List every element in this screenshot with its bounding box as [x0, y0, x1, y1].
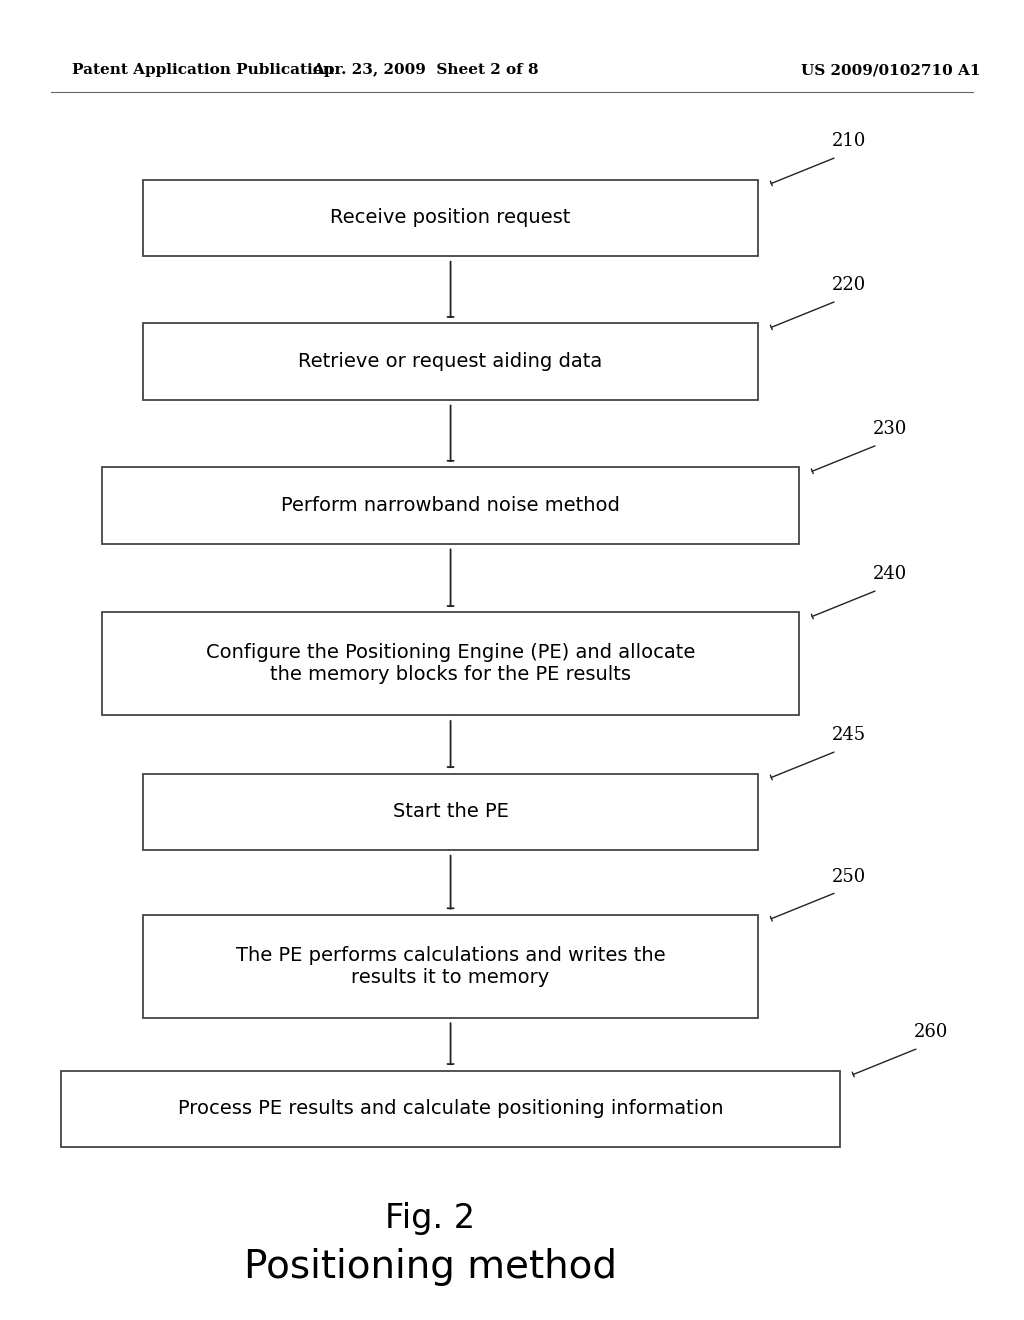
Text: 240: 240 [872, 565, 906, 583]
FancyBboxPatch shape [143, 323, 758, 400]
Text: Configure the Positioning Engine (PE) and allocate
the memory blocks for the PE : Configure the Positioning Engine (PE) an… [206, 643, 695, 685]
FancyBboxPatch shape [143, 180, 758, 256]
Text: 260: 260 [913, 1023, 948, 1041]
Text: Patent Application Publication: Patent Application Publication [72, 63, 334, 78]
Text: 210: 210 [831, 132, 866, 150]
FancyBboxPatch shape [143, 915, 758, 1018]
FancyBboxPatch shape [102, 612, 799, 715]
Text: Apr. 23, 2009  Sheet 2 of 8: Apr. 23, 2009 Sheet 2 of 8 [311, 63, 539, 78]
Text: The PE performs calculations and writes the
results it to memory: The PE performs calculations and writes … [236, 945, 666, 987]
Text: US 2009/0102710 A1: US 2009/0102710 A1 [801, 63, 981, 78]
Text: 230: 230 [872, 420, 907, 438]
FancyBboxPatch shape [102, 467, 799, 544]
Text: Retrieve or request aiding data: Retrieve or request aiding data [298, 352, 603, 371]
Text: 250: 250 [831, 867, 865, 886]
Text: Receive position request: Receive position request [331, 209, 570, 227]
Text: Perform narrowband noise method: Perform narrowband noise method [282, 496, 620, 515]
FancyBboxPatch shape [143, 774, 758, 850]
Text: 220: 220 [831, 276, 865, 294]
Text: 245: 245 [831, 726, 865, 744]
Text: Fig. 2: Fig. 2 [385, 1201, 475, 1236]
Text: Start the PE: Start the PE [392, 803, 509, 821]
FancyBboxPatch shape [61, 1071, 840, 1147]
Text: Process PE results and calculate positioning information: Process PE results and calculate positio… [178, 1100, 723, 1118]
Text: Positioning method: Positioning method [244, 1249, 616, 1286]
